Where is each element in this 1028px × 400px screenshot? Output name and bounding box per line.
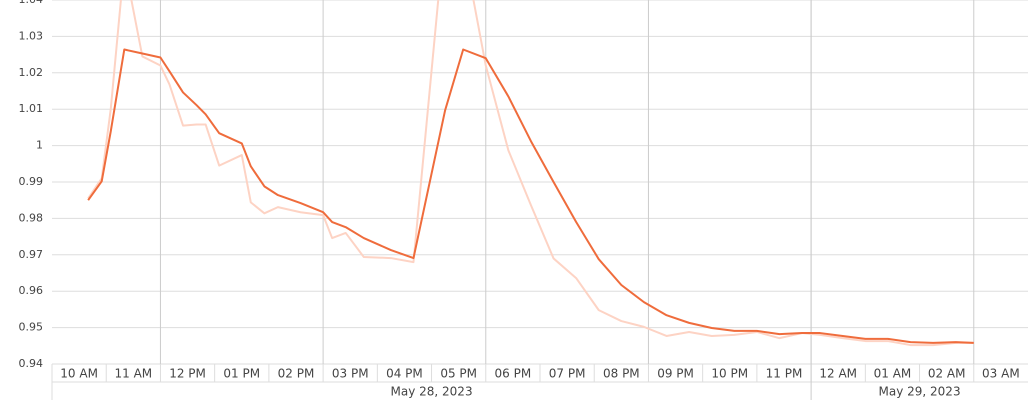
series-line [87, 48, 974, 344]
y-tick-label: 0.97 [19, 248, 44, 261]
x-tick-label: 10 AM [60, 367, 98, 381]
x-tick-label: 12 AM [819, 367, 857, 381]
y-tick-label: 0.99 [19, 175, 44, 188]
x-axis: 10 AM 11 AM 12 PM 01 PM 02 PM 03 PM 04 PM 05 PM… [51, 0, 1028, 400]
x-tick-label: 03 PM [332, 367, 369, 381]
x-tick-label: 12 PM [169, 367, 206, 381]
y-tick-label: 1.02 [19, 66, 44, 79]
x-tick-label: 07 PM [549, 367, 586, 381]
x-tick-label: 03 AM [982, 367, 1020, 381]
x-tick-label: 02 AM [928, 367, 966, 381]
series-line [87, 0, 974, 347]
x-tick-label: 02 PM [278, 367, 315, 381]
y-tick-label: 1.03 [19, 29, 44, 42]
x-tick-label: 11 PM [766, 367, 803, 381]
y-tick-label: 0.96 [19, 284, 44, 297]
y-tick-label: 1.04 [19, 0, 44, 6]
x-tick-label: 09 PM [657, 367, 694, 381]
x-tick-label: 10 PM [711, 367, 748, 381]
x-tick-label: 04 PM [386, 367, 423, 381]
x-tick-label: 06 PM [495, 367, 532, 381]
y-tick-label: 1 [36, 139, 43, 152]
date-label: May 28, 2023 [391, 385, 473, 399]
x-tick-label: 01 AM [874, 367, 912, 381]
x-tick-label: 01 PM [223, 367, 260, 381]
y-tick-label: 0.95 [19, 321, 44, 334]
grid: 0.94 0.95 0.96 0.97 0.98 0.99 1 1.01 1.02 1.03 1.0… [19, 0, 1028, 370]
y-tick-label: 1.01 [19, 102, 44, 115]
y-tick-label: 0.94 [19, 357, 44, 370]
plot-area [87, 0, 974, 347]
x-tick-label: 08 PM [603, 367, 640, 381]
x-tick-label: 11 AM [115, 367, 153, 381]
date-label: May 29, 2023 [879, 385, 961, 399]
x-tick-label: 05 PM [440, 367, 477, 381]
y-tick-label: 0.98 [19, 211, 44, 224]
